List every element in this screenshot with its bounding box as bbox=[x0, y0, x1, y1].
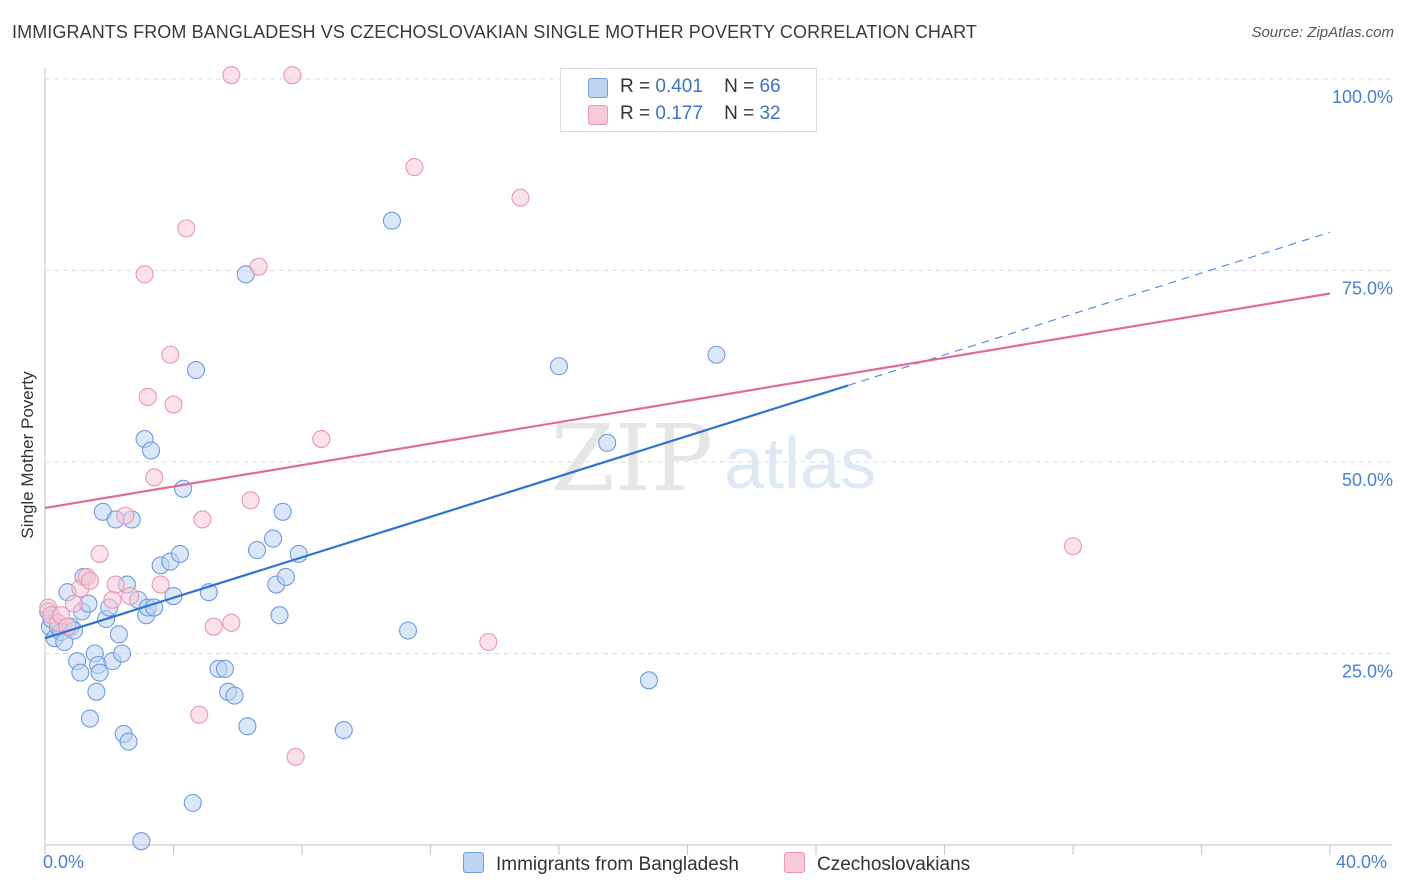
point-czechoslovakian bbox=[193, 510, 212, 529]
point-bangladesh bbox=[270, 606, 289, 625]
trend-line-czechoslovakians bbox=[44, 292, 1331, 510]
point-czechoslovakian bbox=[222, 66, 241, 85]
point-bangladesh bbox=[109, 625, 128, 644]
point-bangladesh bbox=[598, 433, 617, 452]
point-bangladesh bbox=[225, 686, 244, 705]
point-bangladesh bbox=[170, 544, 189, 563]
point-czechoslovakian bbox=[64, 594, 83, 613]
watermark: ZIP atlas bbox=[551, 405, 876, 512]
point-czechoslovakian bbox=[161, 345, 180, 364]
axes bbox=[44, 68, 1392, 855]
data-points bbox=[39, 66, 1083, 851]
point-czechoslovakian bbox=[241, 491, 260, 510]
point-czechoslovakian bbox=[80, 571, 100, 590]
point-czechoslovakian bbox=[90, 544, 109, 563]
point-czechoslovakian bbox=[204, 617, 223, 636]
point-bangladesh bbox=[215, 659, 234, 678]
point-bangladesh bbox=[549, 357, 569, 376]
watermark-zip: ZIP bbox=[551, 405, 713, 512]
watermark-atlas: atlas bbox=[724, 424, 876, 504]
point-czechoslovakian bbox=[121, 586, 140, 606]
point-czechoslovakian bbox=[249, 257, 268, 276]
point-czechoslovakian bbox=[283, 66, 302, 85]
point-czechoslovakian bbox=[106, 575, 125, 594]
legend-label-bangladesh: Immigrants from Bangladesh bbox=[496, 854, 739, 875]
point-czechoslovakian bbox=[151, 575, 170, 594]
source-credit: Source: ZipAtlas.com bbox=[1251, 24, 1394, 41]
x-tick-label-max: 40.0% bbox=[1336, 852, 1388, 872]
y-tick-labels: 25.0% 50.0% 75.0% 100.0% bbox=[1332, 87, 1393, 682]
point-bangladesh bbox=[382, 211, 402, 230]
y-tick-label: 100.0% bbox=[1332, 87, 1393, 107]
point-bangladesh bbox=[639, 671, 659, 690]
point-bangladesh bbox=[80, 709, 100, 728]
point-bangladesh bbox=[183, 793, 202, 812]
legend-swatch-pink bbox=[588, 105, 608, 125]
legend-n-value: 66 bbox=[759, 76, 781, 97]
point-czechoslovakian bbox=[145, 468, 164, 487]
legend-r-label: R = bbox=[620, 103, 651, 124]
point-bangladesh bbox=[90, 663, 109, 682]
gridlines bbox=[45, 78, 1392, 654]
point-czechoslovakian bbox=[135, 265, 154, 284]
point-czechoslovakian bbox=[405, 158, 424, 177]
point-bangladesh bbox=[113, 644, 132, 663]
legend-swatch-pink bbox=[784, 852, 805, 873]
point-czechoslovakian bbox=[116, 506, 135, 525]
point-czechoslovakian bbox=[511, 188, 530, 207]
point-czechoslovakian bbox=[103, 590, 122, 609]
y-tick-label: 50.0% bbox=[1342, 470, 1393, 490]
point-bangladesh bbox=[334, 721, 353, 740]
point-bangladesh bbox=[186, 361, 206, 380]
y-axis-label: Single Mother Poverty bbox=[18, 371, 37, 539]
point-czechoslovakian bbox=[286, 747, 305, 766]
legend-swatch-blue bbox=[588, 78, 608, 98]
x-tick-label-min: 0.0% bbox=[43, 852, 85, 872]
y-tick-label: 25.0% bbox=[1342, 662, 1393, 682]
point-bangladesh bbox=[141, 441, 161, 460]
point-bangladesh bbox=[238, 717, 257, 736]
point-czechoslovakian bbox=[479, 632, 498, 652]
chart-title: IMMIGRANTS FROM BANGLADESH VS CZECHOSLOV… bbox=[12, 22, 977, 42]
point-czechoslovakian bbox=[312, 429, 331, 449]
point-bangladesh bbox=[398, 621, 418, 640]
point-czechoslovakian bbox=[164, 395, 183, 414]
legend-label-czechoslovakians: Czechoslovakians bbox=[817, 854, 971, 875]
point-bangladesh bbox=[276, 567, 295, 586]
legend-swatch-blue bbox=[463, 852, 484, 873]
point-bangladesh bbox=[119, 732, 138, 751]
point-bangladesh bbox=[71, 663, 90, 682]
stats-legend: R = 0.401 N = 66 R = 0.177 N = 32 bbox=[560, 68, 817, 132]
legend-n-label: N = bbox=[724, 76, 755, 97]
point-czechoslovakian bbox=[1063, 537, 1083, 556]
point-czechoslovakian bbox=[222, 613, 241, 632]
point-czechoslovakian bbox=[138, 387, 157, 406]
point-bangladesh bbox=[87, 682, 106, 701]
point-czechoslovakian bbox=[190, 705, 209, 724]
legend-n-value: 32 bbox=[759, 103, 781, 124]
point-bangladesh bbox=[707, 345, 726, 364]
point-czechoslovakian bbox=[177, 219, 196, 238]
legend-item-czechoslovakians: Czechoslovakians bbox=[784, 852, 970, 876]
point-bangladesh bbox=[132, 832, 151, 851]
trend-line-bangladesh bbox=[44, 384, 849, 640]
legend-r-value: 0.177 bbox=[655, 103, 703, 124]
point-bangladesh bbox=[247, 541, 267, 560]
trend-lines bbox=[44, 231, 1331, 640]
legend-n-label: N = bbox=[724, 103, 755, 124]
legend-r-value: 0.401 bbox=[655, 76, 703, 97]
y-tick-label: 75.0% bbox=[1342, 279, 1393, 299]
legend-r-label: R = bbox=[620, 76, 651, 97]
point-bangladesh bbox=[289, 544, 308, 563]
point-bangladesh bbox=[273, 502, 292, 521]
legend-item-bangladesh: Immigrants from Bangladesh bbox=[463, 852, 739, 876]
point-czechoslovakian bbox=[58, 617, 77, 636]
point-bangladesh bbox=[264, 529, 283, 548]
